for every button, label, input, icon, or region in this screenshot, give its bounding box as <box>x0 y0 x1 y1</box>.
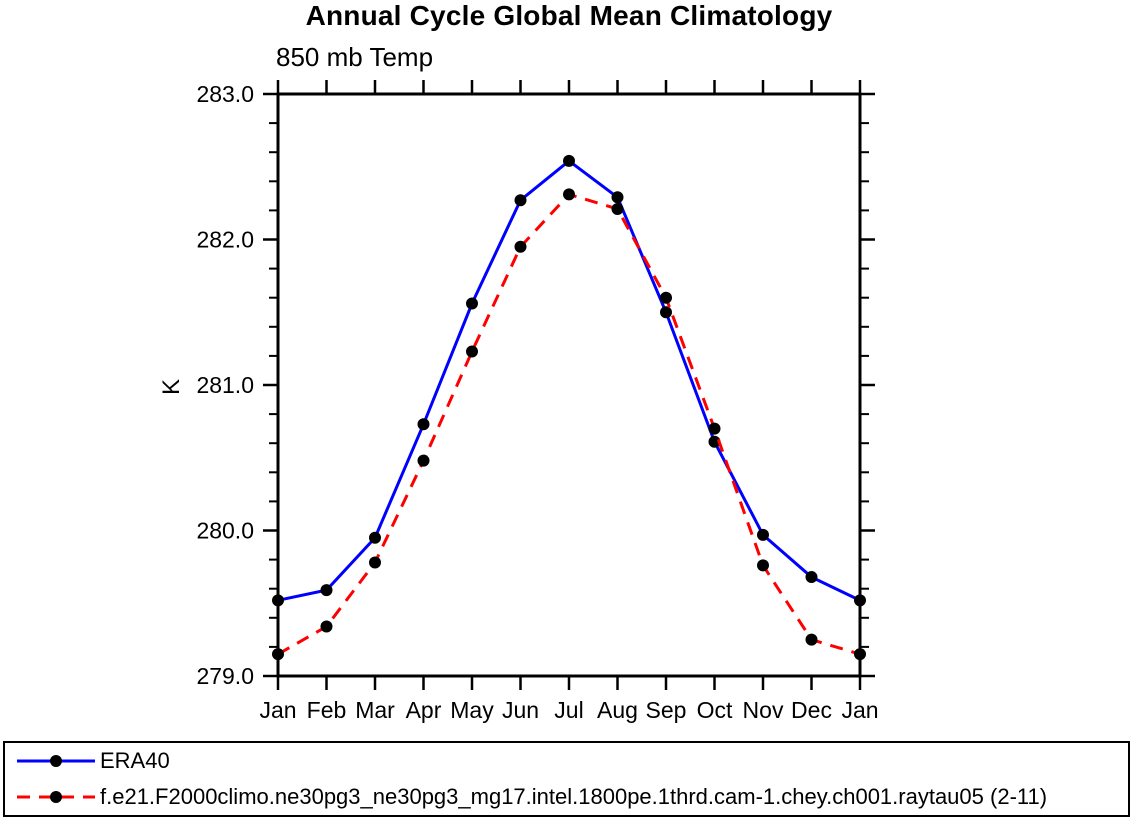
data-point-marker <box>805 633 818 646</box>
plot-frame <box>276 92 862 678</box>
data-point-marker <box>708 435 721 448</box>
legend-item: f.e21.F2000climo.ne30pg3_ne30pg3_mg17.in… <box>5 780 1128 814</box>
chart-title: Annual Cycle Global Mean Climatology <box>305 0 833 31</box>
legend-line-sample-solid <box>17 755 95 768</box>
data-point-marker <box>854 648 866 661</box>
plot-svg: Jan Feb Mar Apr May Jun Jul Aug Sep Oct Nov Dec Jan2… <box>196 80 879 723</box>
legend-label: f.e21.F2000climo.ne30pg3_ne30pg3_mg17.in… <box>100 783 1048 809</box>
x-tick-label: Oct <box>697 697 733 723</box>
y-tick-label: 280.0 <box>196 518 254 544</box>
data-point-marker <box>757 528 769 541</box>
x-tick-label: Jun <box>502 697 539 723</box>
x-tick-label: Dec <box>791 697 832 723</box>
data-point-marker <box>272 648 284 661</box>
legend-label: ERA40 <box>100 748 170 774</box>
x-tick-label: Jan <box>259 697 296 723</box>
data-point-marker <box>320 620 333 633</box>
data-point-marker <box>466 297 478 310</box>
data-point-marker <box>660 306 672 319</box>
x-tick-label: Jan <box>841 697 878 723</box>
y-tick-label: 283.0 <box>196 81 254 107</box>
data-point-marker <box>660 291 672 304</box>
series-line-dashed <box>277 192 861 656</box>
x-tick-label: Mar <box>355 697 395 723</box>
data-point-marker <box>611 202 624 215</box>
legend: ERA40 f.e21.F2000climo.ne30pg3_ne30pg3_m… <box>3 741 1130 817</box>
data-point-marker <box>757 559 769 572</box>
data-point-marker <box>369 556 381 569</box>
data-point-marker <box>708 422 721 435</box>
data-point-marker <box>611 191 624 204</box>
x-tick-label: Aug <box>597 697 638 723</box>
data-point-marker <box>514 194 527 207</box>
data-point-marker <box>272 594 284 607</box>
y-tick-label: 281.0 <box>196 372 254 398</box>
data-point-marker <box>563 188 575 201</box>
x-tick-label: Apr <box>406 697 442 723</box>
data-point-marker <box>417 418 430 431</box>
x-tick-label: Nov <box>743 697 784 723</box>
legend-line-sample-dashed <box>17 790 95 803</box>
data-point-marker <box>563 154 575 167</box>
data-point-marker <box>854 594 866 607</box>
legend-item: ERA40 <box>5 744 1128 778</box>
data-point-marker <box>417 454 430 467</box>
x-tick-label: Jul <box>554 697 583 723</box>
series-line-solid <box>277 159 861 602</box>
x-tick-label: Feb <box>307 697 347 723</box>
data-point-marker <box>514 240 527 253</box>
plot-subtitle: 850 mb Temp <box>276 42 434 72</box>
data-point-marker <box>369 531 381 544</box>
legend-marker-icon <box>50 790 62 803</box>
data-point-marker <box>805 571 818 584</box>
data-point-marker <box>320 584 333 597</box>
data-point-marker <box>466 345 478 358</box>
x-tick-label: Sep <box>646 697 687 723</box>
y-tick-label: 282.0 <box>196 227 254 253</box>
y-tick-label: 279.0 <box>196 663 254 689</box>
legend-marker-icon <box>50 755 62 768</box>
x-tick-label: May <box>450 697 494 723</box>
